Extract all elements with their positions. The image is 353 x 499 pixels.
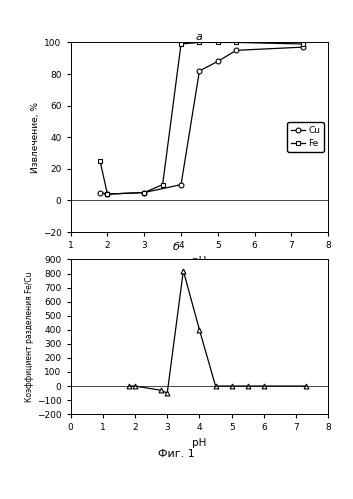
Fe xyxy=(197,39,202,45)
Legend: Cu, Fe: Cu, Fe xyxy=(287,122,324,152)
Fe xyxy=(179,41,183,47)
Cu xyxy=(142,190,146,196)
Cu xyxy=(197,68,202,74)
Title: а: а xyxy=(196,31,203,41)
Fe xyxy=(234,39,238,45)
Fe xyxy=(98,158,102,164)
Fe xyxy=(300,41,305,47)
Cu xyxy=(98,190,102,196)
Fe xyxy=(216,39,220,45)
Y-axis label: Коэффициент разделения Fe/Cu: Коэффициент разделения Fe/Cu xyxy=(25,271,34,402)
X-axis label: pH: pH xyxy=(192,255,207,265)
X-axis label: pH: pH xyxy=(192,438,207,448)
Cu xyxy=(234,47,238,53)
Fe xyxy=(161,182,165,188)
Text: б: б xyxy=(173,242,180,252)
Cu xyxy=(179,182,183,188)
Line: Fe: Fe xyxy=(98,40,305,197)
Cu xyxy=(216,58,220,64)
Fe xyxy=(142,190,146,196)
Fe xyxy=(105,191,109,197)
Y-axis label: Извлечение, %: Извлечение, % xyxy=(31,102,40,173)
Line: Cu: Cu xyxy=(98,45,305,197)
Text: Фиг. 1: Фиг. 1 xyxy=(158,449,195,459)
Cu xyxy=(300,44,305,50)
Cu xyxy=(105,191,109,197)
